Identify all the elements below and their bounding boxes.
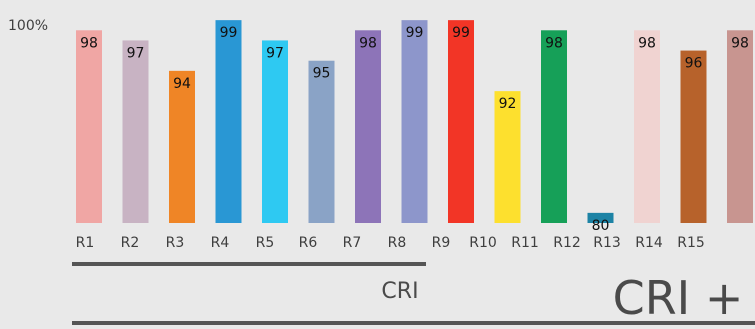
category-label-r2: R2 [121, 235, 140, 251]
value-label-r12: 80 [592, 218, 610, 234]
value-label-r14: 96 [685, 56, 703, 72]
category-label-r3: R3 [166, 235, 185, 251]
category-label-r11: R11 [511, 235, 539, 251]
category-label-r8: R8 [388, 235, 407, 251]
category-label-r6: R6 [299, 235, 318, 251]
bar-r3 [169, 70, 195, 223]
bar-r7 [355, 30, 381, 223]
bar-r6 [308, 60, 335, 223]
category-label-r15: R15 [677, 235, 705, 251]
bar-r11 [541, 30, 567, 223]
value-label-r7: 98 [359, 35, 377, 51]
bar-r13 [634, 30, 660, 223]
category-label-r10: R10 [469, 235, 497, 251]
bar-r2 [122, 40, 149, 223]
bar-r12 [587, 212, 614, 223]
cri-plus-group-label: CRI + [613, 271, 744, 325]
value-label-r6: 95 [313, 66, 331, 82]
bar-r5 [262, 40, 288, 223]
value-label-r3: 94 [173, 76, 191, 92]
bar-r9 [448, 20, 474, 224]
bar-r10 [494, 91, 521, 224]
bar-r1 [76, 30, 102, 223]
value-label-r8: 99 [406, 25, 424, 41]
y-tick-100: 100% [8, 18, 48, 34]
cri-group-label: CRI [381, 279, 418, 304]
bar-r8 [401, 20, 428, 224]
category-label-r4: R4 [211, 235, 230, 251]
value-label-r15: 98 [731, 35, 749, 51]
category-label-r5: R5 [256, 235, 275, 251]
category-label-r9: R9 [432, 235, 451, 251]
value-label-r10: 92 [499, 96, 517, 112]
bars [76, 20, 753, 224]
value-label-r1: 98 [80, 35, 98, 51]
value-label-r4: 99 [220, 25, 238, 41]
category-labels: R1 R2 R3 R4 R5 R6 R7 R8 R9 R10 R11 R12 R13 R14 R15 [76, 235, 705, 251]
value-label-r5: 97 [266, 45, 284, 61]
value-label-r2: 97 [127, 45, 145, 61]
category-label-r14: R14 [635, 235, 663, 251]
category-label-r1: R1 [76, 235, 95, 251]
bar-r15 [727, 30, 753, 223]
value-label-r9: 99 [452, 25, 470, 41]
category-label-r13: R13 [593, 235, 621, 251]
category-label-r12: R12 [553, 235, 581, 251]
value-label-r13: 98 [638, 35, 656, 51]
value-label-r11: 98 [545, 35, 563, 51]
bar-r4 [215, 20, 242, 224]
bar-r14 [680, 50, 707, 224]
value-labels: 98 97 94 99 97 95 98 99 99 92 98 80 98 96 98 [80, 25, 749, 234]
category-label-r7: R7 [343, 235, 362, 251]
